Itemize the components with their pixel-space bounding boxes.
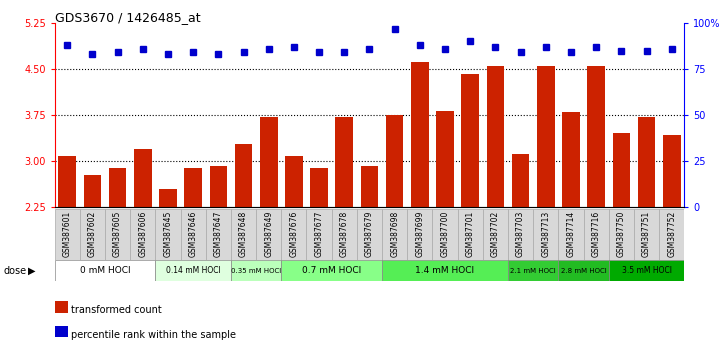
Bar — [231, 260, 281, 281]
Bar — [609, 209, 634, 260]
Text: GSM387678: GSM387678 — [340, 210, 349, 257]
Bar — [285, 156, 303, 207]
Bar — [58, 156, 76, 207]
Text: GSM387679: GSM387679 — [365, 210, 374, 257]
Bar — [360, 166, 379, 207]
Bar — [612, 133, 630, 207]
Bar — [184, 169, 202, 207]
Text: GSM387701: GSM387701 — [466, 210, 475, 257]
Text: 2.1 mM HOCl: 2.1 mM HOCl — [510, 268, 556, 274]
Bar — [234, 144, 253, 207]
Bar — [432, 209, 458, 260]
Bar — [231, 209, 256, 260]
Text: GSM387698: GSM387698 — [390, 210, 399, 257]
Text: 0.14 mM HOCl: 0.14 mM HOCl — [166, 266, 221, 275]
Bar — [306, 209, 332, 260]
Bar — [382, 260, 508, 281]
Bar — [55, 209, 80, 260]
Text: percentile rank within the sample: percentile rank within the sample — [71, 330, 237, 339]
Bar — [512, 154, 529, 207]
Bar — [134, 149, 151, 207]
Bar — [105, 209, 130, 260]
Bar — [483, 209, 508, 260]
Bar — [80, 209, 105, 260]
Bar — [486, 66, 505, 207]
Bar — [206, 209, 231, 260]
Text: 0.7 mM HOCl: 0.7 mM HOCl — [302, 266, 361, 275]
Bar — [260, 117, 277, 207]
Bar — [436, 111, 454, 207]
Bar — [659, 209, 684, 260]
Bar — [281, 209, 306, 260]
Bar — [638, 117, 655, 207]
Text: GSM387649: GSM387649 — [264, 210, 273, 257]
Bar — [155, 260, 231, 281]
Text: GSM387700: GSM387700 — [440, 210, 449, 257]
Bar — [508, 260, 558, 281]
Bar — [155, 209, 181, 260]
Bar — [558, 260, 609, 281]
Text: GSM387702: GSM387702 — [491, 210, 500, 257]
Bar — [386, 115, 403, 207]
Text: 0 mM HOCl: 0 mM HOCl — [79, 266, 130, 275]
Text: GSM387677: GSM387677 — [314, 210, 323, 257]
Bar — [357, 209, 382, 260]
Text: GSM387646: GSM387646 — [189, 210, 197, 257]
Text: GSM387699: GSM387699 — [416, 210, 424, 257]
Text: dose: dose — [4, 266, 27, 276]
Bar — [584, 209, 609, 260]
Bar — [84, 175, 101, 207]
Text: GSM387602: GSM387602 — [88, 210, 97, 257]
Text: GSM387605: GSM387605 — [113, 210, 122, 257]
Text: 0.35 mM HOCl: 0.35 mM HOCl — [231, 268, 281, 274]
Bar — [55, 260, 155, 281]
Text: GSM387750: GSM387750 — [617, 210, 626, 257]
Text: GSM387645: GSM387645 — [164, 210, 173, 257]
Bar — [256, 209, 281, 260]
Text: transformed count: transformed count — [71, 305, 162, 315]
Bar — [332, 209, 357, 260]
Text: GSM387606: GSM387606 — [138, 210, 147, 257]
Bar — [558, 209, 584, 260]
Text: GSM387713: GSM387713 — [542, 210, 550, 257]
Bar — [609, 260, 684, 281]
Text: GSM387752: GSM387752 — [668, 210, 676, 257]
Text: GSM387751: GSM387751 — [642, 210, 651, 257]
Text: GSM387676: GSM387676 — [290, 210, 298, 257]
Bar — [310, 169, 328, 207]
Bar — [382, 209, 407, 260]
Bar — [411, 62, 429, 207]
Bar — [458, 209, 483, 260]
Bar — [407, 209, 432, 260]
Bar — [537, 66, 555, 207]
Bar — [130, 209, 155, 260]
Bar — [587, 66, 605, 207]
Bar — [336, 117, 353, 207]
Text: 1.4 mM HOCl: 1.4 mM HOCl — [416, 266, 475, 275]
Bar — [108, 169, 127, 207]
Bar — [562, 112, 579, 207]
Text: GSM387714: GSM387714 — [566, 210, 575, 257]
Text: GSM387647: GSM387647 — [214, 210, 223, 257]
Text: 3.5 mM HOCl: 3.5 mM HOCl — [622, 266, 671, 275]
Text: GDS3670 / 1426485_at: GDS3670 / 1426485_at — [55, 11, 200, 24]
Bar — [159, 189, 177, 207]
Text: GSM387716: GSM387716 — [592, 210, 601, 257]
Bar — [462, 74, 479, 207]
Text: GSM387648: GSM387648 — [239, 210, 248, 257]
Text: ▶: ▶ — [28, 266, 35, 276]
Bar — [634, 209, 659, 260]
Bar — [663, 135, 681, 207]
Bar — [281, 260, 382, 281]
Bar — [533, 209, 558, 260]
Text: GSM387703: GSM387703 — [516, 210, 525, 257]
Bar — [210, 166, 227, 207]
Text: GSM387601: GSM387601 — [63, 210, 71, 257]
Text: 2.8 mM HOCl: 2.8 mM HOCl — [561, 268, 606, 274]
Bar — [508, 209, 533, 260]
Bar — [181, 209, 206, 260]
